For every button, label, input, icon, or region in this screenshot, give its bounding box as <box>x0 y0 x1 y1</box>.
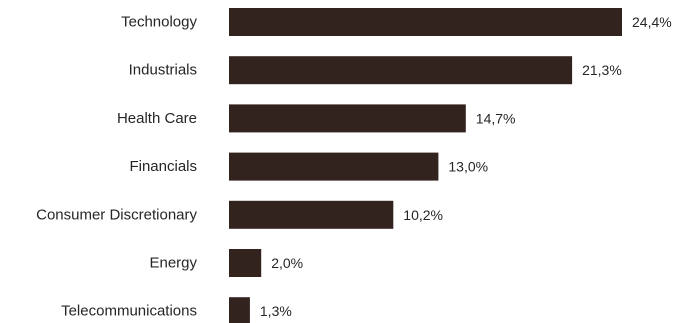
bar-health-care <box>229 104 466 133</box>
category-label: Telecommunications <box>61 303 197 320</box>
bar-consumer-discretionary <box>229 200 394 229</box>
value-label: 2,0% <box>271 255 303 271</box>
bar-industrials <box>229 56 573 85</box>
category-label: Consumer Discretionary <box>36 206 197 223</box>
category-label: Industrials <box>129 62 197 79</box>
bars <box>229 8 622 323</box>
value-label: 1,3% <box>260 303 292 319</box>
bar-financials <box>229 152 439 181</box>
value-label: 21,3% <box>582 62 622 78</box>
bar-telecommunications <box>229 297 250 323</box>
category-label: Financials <box>129 158 197 175</box>
value-label: 10,2% <box>403 207 443 223</box>
category-label: Technology <box>121 14 197 31</box>
bar-technology <box>229 8 622 36</box>
value-labels: 24,4% 21,3% 14,7% 13,0% 10,2% 2,0% 1,3% <box>260 14 672 319</box>
category-labels: Technology Industrials Health Care Financia… <box>36 14 197 320</box>
category-label: Health Care <box>117 110 197 127</box>
value-label: 14,7% <box>476 110 516 126</box>
bar-energy <box>229 249 262 277</box>
value-label: 24,4% <box>632 14 672 30</box>
value-label: 13,0% <box>448 159 488 175</box>
category-label: Energy <box>149 255 197 272</box>
